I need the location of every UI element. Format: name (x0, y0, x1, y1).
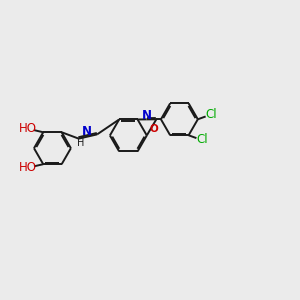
Text: HO: HO (19, 122, 37, 135)
Text: O: O (150, 124, 159, 134)
Text: N: N (82, 125, 92, 138)
Text: HO: HO (19, 161, 37, 174)
Text: Cl: Cl (206, 108, 217, 121)
Text: Cl: Cl (196, 134, 208, 146)
Text: N: N (142, 109, 152, 122)
Text: H: H (77, 138, 84, 148)
